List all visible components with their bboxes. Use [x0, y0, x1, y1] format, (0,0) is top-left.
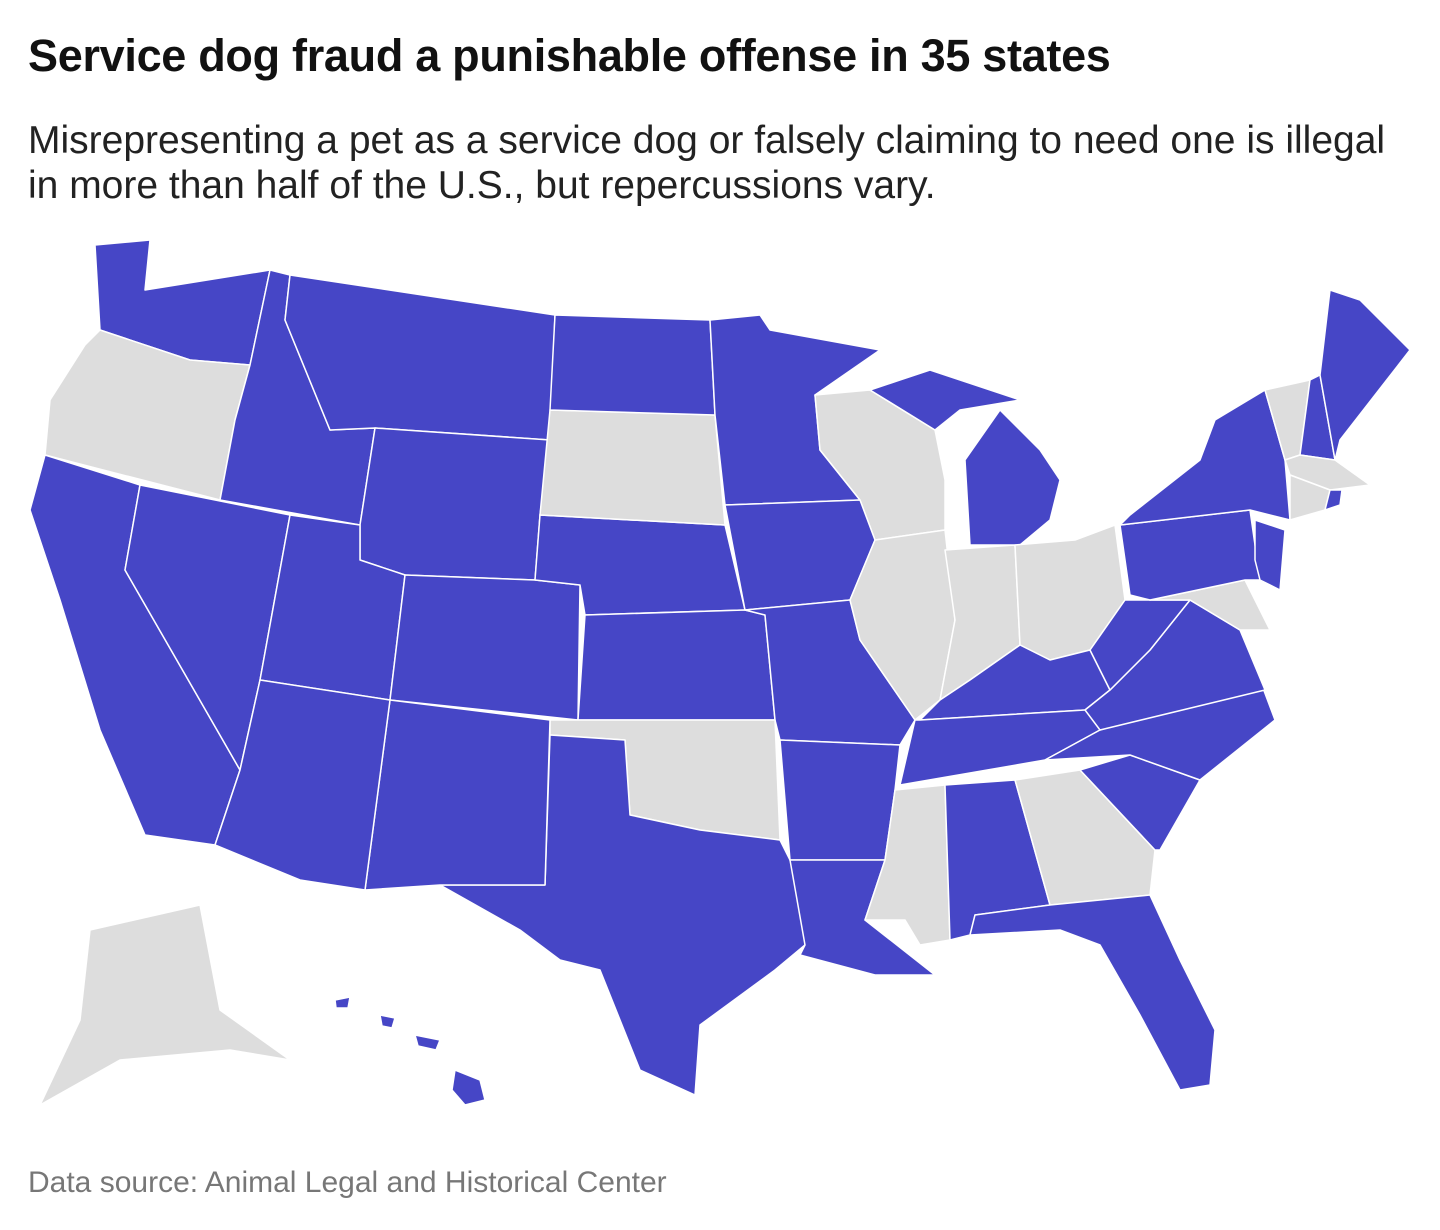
state [39, 904, 291, 1106]
state [389, 574, 581, 721]
state [1324, 489, 1343, 511]
state [414, 1034, 441, 1051]
state [359, 427, 551, 581]
state [284, 274, 556, 441]
state [439, 734, 806, 1096]
state [214, 679, 391, 891]
state [1319, 289, 1411, 461]
state [539, 409, 726, 526]
state [577, 609, 776, 721]
state [964, 409, 1061, 546]
state [779, 739, 901, 861]
state [969, 894, 1216, 1091]
state [549, 314, 716, 416]
state [869, 369, 1021, 431]
state [334, 996, 351, 1009]
state [379, 1014, 396, 1029]
subtitle: Misrepresenting a pet as a service dog o… [28, 119, 1386, 207]
title: Service dog fraud a punishable offense i… [28, 30, 1111, 81]
state [1119, 389, 1291, 526]
state [1254, 519, 1286, 591]
state [1079, 754, 1201, 851]
source-note: Data source: Animal Legal and Historical… [28, 1166, 667, 1199]
state [1014, 769, 1156, 906]
state [451, 1069, 486, 1106]
state [364, 699, 551, 891]
state [849, 529, 956, 721]
